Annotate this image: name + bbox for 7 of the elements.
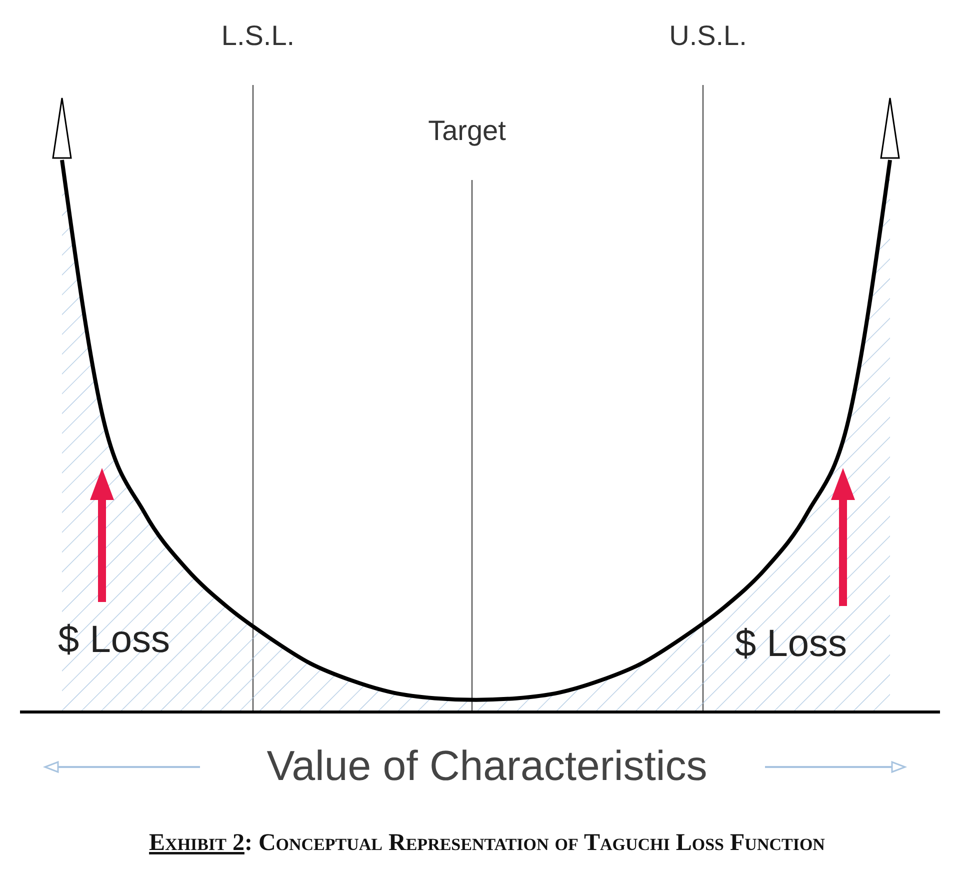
text: Target (428, 115, 506, 146)
x-axis-title: Value of Characteristics (266, 742, 708, 789)
annotation: $ Loss (735, 623, 847, 665)
text: U.S.L. (669, 20, 747, 51)
annotation: $ Loss (58, 619, 170, 661)
text: L.S.L. (221, 20, 295, 51)
text: Exhibit 2: Conceptual Representation of Taguchi Loss Function (149, 830, 826, 856)
